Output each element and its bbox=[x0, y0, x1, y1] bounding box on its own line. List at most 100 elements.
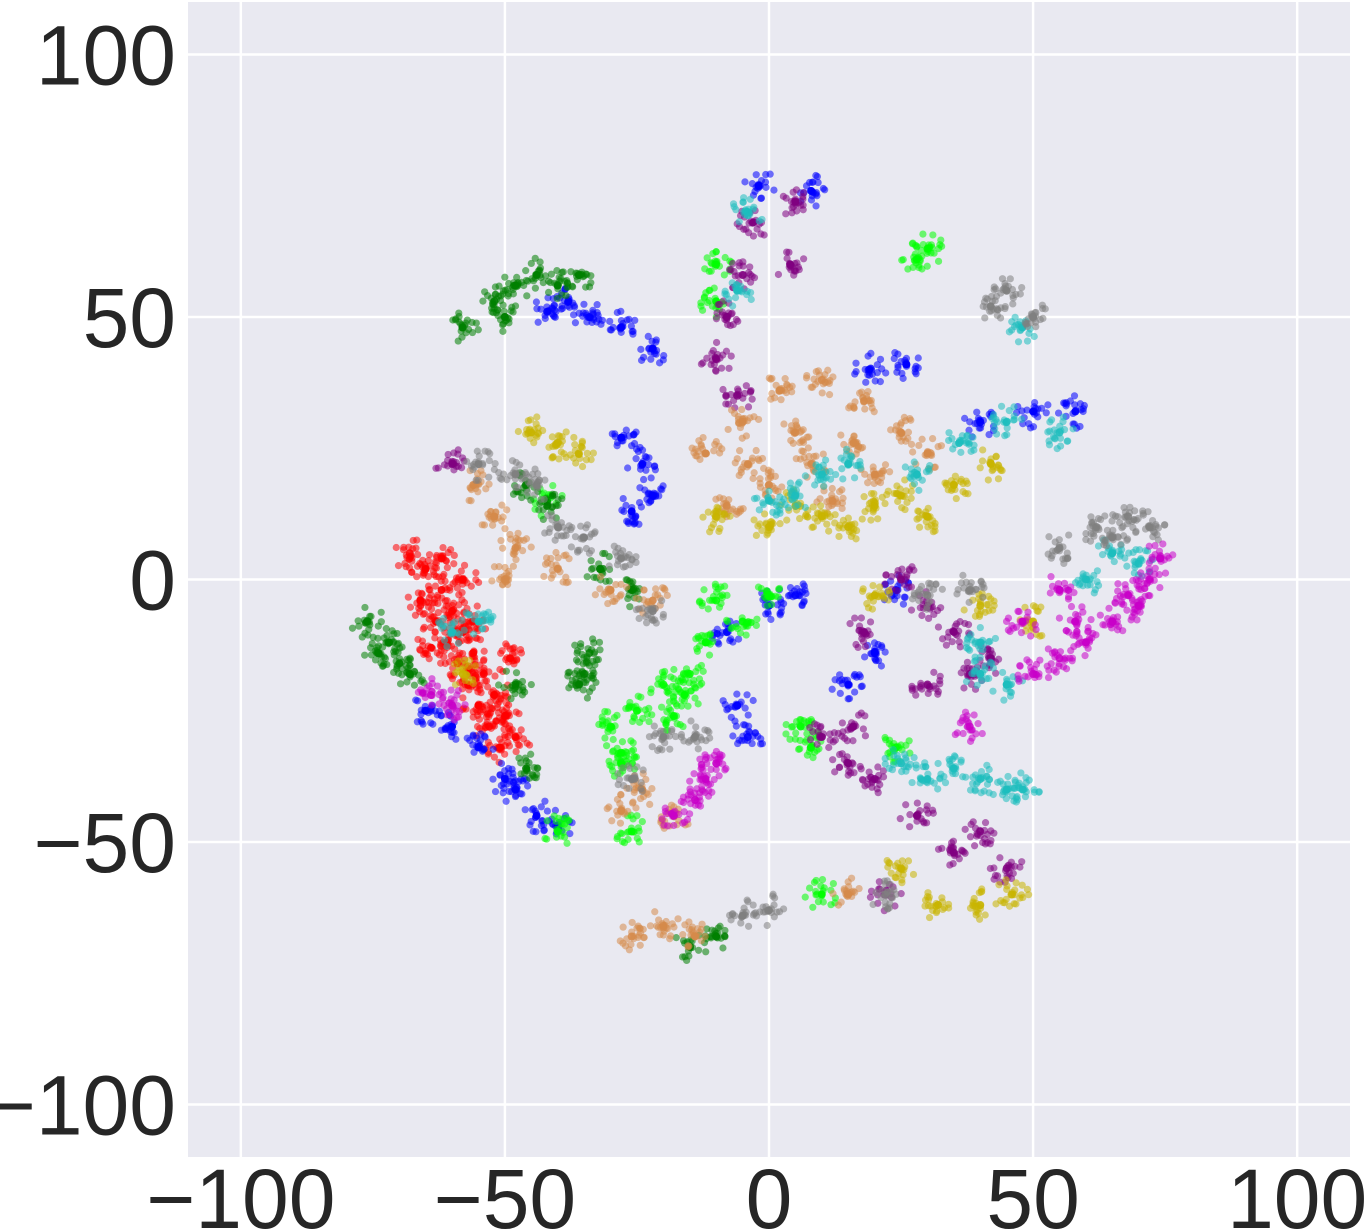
scatter-point-cloud bbox=[706, 632, 713, 639]
scatter-point-cloud bbox=[609, 598, 616, 605]
scatter-point-cloud bbox=[646, 733, 653, 740]
scatter-point-cloud bbox=[660, 931, 667, 938]
scatter-point-cloud bbox=[853, 527, 860, 534]
scatter-point-cloud bbox=[867, 350, 874, 357]
scatter-point-cloud bbox=[1101, 512, 1108, 519]
scatter-point-cloud bbox=[534, 483, 541, 490]
scatter-point-cloud bbox=[753, 616, 760, 623]
scatter-point-cloud bbox=[960, 684, 967, 691]
scatter-point-cloud bbox=[589, 635, 596, 642]
scatter-point-cloud bbox=[1149, 524, 1156, 531]
scatter-point-cloud bbox=[501, 564, 508, 571]
scatter-point-cloud bbox=[978, 768, 985, 775]
scatter-point-cloud bbox=[689, 445, 696, 452]
scatter-point-cloud bbox=[610, 747, 617, 754]
scatter-point-cloud bbox=[913, 244, 920, 251]
scatter-point-cloud bbox=[748, 296, 755, 303]
scatter-point-cloud bbox=[702, 639, 709, 646]
scatter-point-cloud bbox=[894, 364, 901, 371]
scatter-point-cloud bbox=[999, 467, 1006, 474]
scatter-point-cloud bbox=[867, 631, 874, 638]
scatter-point-cloud bbox=[640, 476, 647, 483]
scatter-point-cloud bbox=[514, 543, 521, 550]
scatter-point-cloud bbox=[605, 588, 612, 595]
scatter-point-cloud bbox=[474, 488, 481, 495]
scatter-point-cloud bbox=[854, 644, 861, 651]
scatter-point-cloud bbox=[990, 830, 997, 837]
scatter-point-cloud bbox=[829, 485, 836, 492]
scatter-point-cloud bbox=[719, 594, 726, 601]
scatter-point-cloud bbox=[537, 258, 544, 265]
scatter-point-cloud bbox=[963, 439, 970, 446]
scatter-point-cloud bbox=[522, 267, 529, 274]
scatter-point-cloud bbox=[1045, 533, 1052, 540]
scatter-point-cloud bbox=[501, 775, 508, 782]
scatter-point-cloud bbox=[1011, 416, 1018, 423]
scatter-point-cloud bbox=[501, 274, 508, 281]
scatter-point-cloud bbox=[723, 348, 730, 355]
scatter-point-cloud bbox=[442, 623, 449, 630]
scatter-point-cloud bbox=[498, 760, 505, 767]
scatter-point-cloud bbox=[426, 551, 433, 558]
scatter-point-cloud bbox=[733, 723, 740, 730]
scatter-point-cloud bbox=[405, 594, 412, 601]
scatter-point-cloud bbox=[448, 724, 455, 731]
scatter-point-cloud bbox=[863, 392, 870, 399]
scatter-point-cloud bbox=[915, 442, 922, 449]
scatter-point-cloud bbox=[623, 316, 630, 323]
scatter-point-cloud bbox=[1009, 785, 1016, 792]
scatter-point-cloud bbox=[930, 669, 937, 676]
scatter-point-cloud bbox=[528, 681, 535, 688]
scatter-point-cloud bbox=[660, 352, 667, 359]
scatter-point-cloud bbox=[657, 485, 664, 492]
scatter-point-cloud bbox=[1019, 786, 1026, 793]
scatter-point-cloud bbox=[653, 336, 660, 343]
scatter-point-cloud bbox=[444, 564, 451, 571]
scatter-point-cloud bbox=[926, 468, 933, 475]
scatter-point-cloud bbox=[815, 463, 822, 470]
scatter-point-cloud bbox=[596, 565, 603, 572]
scatter-point-cloud bbox=[859, 777, 866, 784]
scatter-point-cloud bbox=[788, 209, 795, 216]
scatter-point-cloud bbox=[901, 863, 908, 870]
scatter-point-cloud bbox=[596, 585, 603, 592]
scatter-point-cloud bbox=[991, 425, 998, 432]
scatter-point-cloud bbox=[920, 763, 927, 770]
scatter-point-cloud bbox=[783, 389, 790, 396]
scatter-point-cloud bbox=[633, 925, 640, 932]
scatter-point-cloud bbox=[535, 430, 542, 437]
scatter-point-cloud bbox=[540, 279, 547, 286]
scatter-point-cloud bbox=[408, 558, 415, 565]
scatter-point-cloud bbox=[876, 583, 883, 590]
scatter-point-cloud bbox=[893, 482, 900, 489]
scatter-point-cloud bbox=[961, 606, 968, 613]
scatter-point-cloud bbox=[578, 443, 585, 450]
scatter-point-cloud bbox=[523, 535, 530, 542]
scatter-point-cloud bbox=[428, 708, 435, 715]
scatter-point-cloud bbox=[931, 780, 938, 787]
scatter-point-cloud bbox=[623, 518, 630, 525]
scatter-point-cloud bbox=[759, 499, 766, 506]
scatter-point-cloud bbox=[407, 604, 414, 611]
scatter-point-cloud bbox=[741, 178, 748, 185]
scatter-point-cloud bbox=[520, 282, 527, 289]
scatter-point-cloud bbox=[780, 905, 787, 912]
scatter-point-cloud bbox=[482, 485, 489, 492]
scatter-point-cloud bbox=[556, 277, 563, 284]
scatter-point-cloud bbox=[806, 884, 813, 891]
scatter-point-cloud bbox=[574, 270, 581, 277]
scatter-point-cloud bbox=[481, 667, 488, 674]
scatter-point-cloud bbox=[808, 524, 815, 531]
scatter-point-cloud bbox=[881, 500, 888, 507]
scatter-point-cloud bbox=[819, 876, 826, 883]
scatter-point-cloud bbox=[1019, 882, 1026, 889]
scatter-point-cloud bbox=[377, 660, 384, 667]
scatter-point-cloud bbox=[507, 536, 514, 543]
scatter-point-cloud bbox=[973, 409, 980, 416]
scatter-point-cloud bbox=[904, 435, 911, 442]
scatter-point-cloud bbox=[624, 464, 631, 471]
scatter-point-cloud bbox=[867, 618, 874, 625]
scatter-point-cloud bbox=[911, 754, 918, 761]
scatter-point-cloud bbox=[982, 819, 989, 826]
scatter-point-cloud bbox=[860, 638, 867, 645]
